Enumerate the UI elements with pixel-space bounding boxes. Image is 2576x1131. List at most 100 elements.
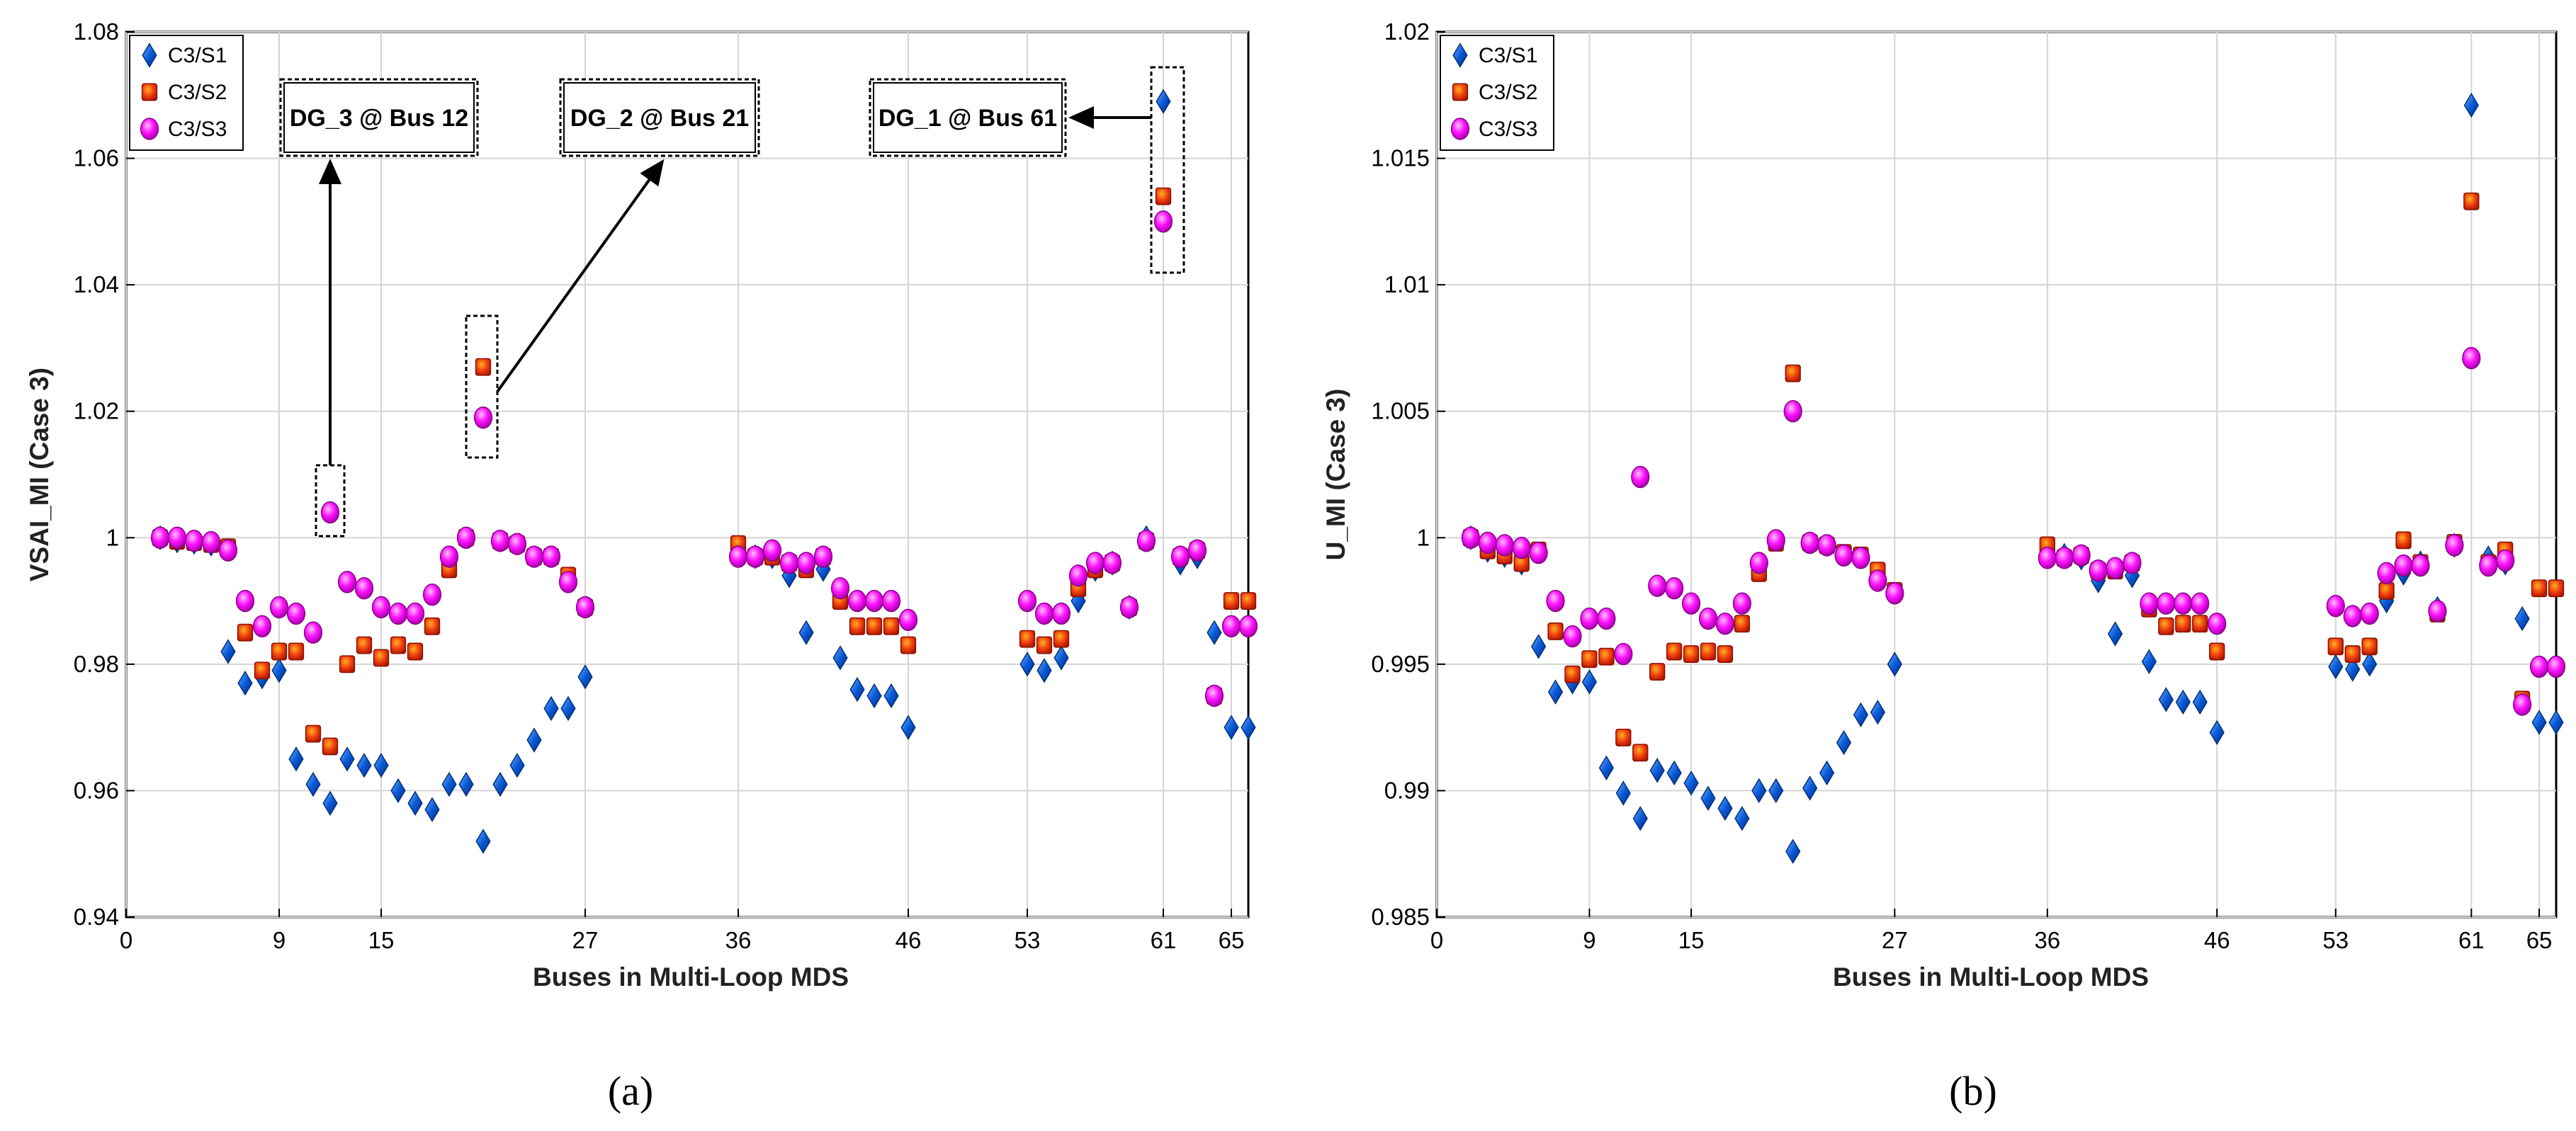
point-c3-s3-6 [1563,625,1582,648]
point-c3-s2-38 [1036,636,1053,654]
y-tick-label: 1.02 [1384,18,1430,45]
x-tick-label: 9 [273,927,286,953]
point-c3-s2-14 [390,636,407,654]
point-c3-s1-14 [1700,785,1716,811]
point-c3-s2-6 [254,661,271,680]
point-c3-s2-37 [2327,637,2344,656]
y-tick-label: 1 [1417,524,1430,550]
point-c3-s1-50 [2548,710,2564,735]
x-axis-label-a: Buses in Multi-Loop MDS [533,962,849,991]
point-c3-s3-39 [1051,602,1071,625]
x-tick-label: 27 [1882,927,1908,953]
point-c3-s2-37 [1019,630,1036,648]
point-c3-s3-40 [1068,564,1088,587]
point-c3-s3-28 [762,539,782,562]
point-c3-s3-8 [286,602,306,625]
point-c3-s2-8 [1598,647,1615,666]
point-c3-s2-33 [849,617,866,635]
point-c3-s1-16 [424,797,440,822]
point-c3-s2-50 [1240,592,1257,610]
point-c3-s1-18 [458,771,474,797]
point-c3-s2-36 [2209,642,2225,661]
point-c3-s2-5 [1547,622,1564,640]
point-c3-s3-39 [2360,602,2379,625]
x-axis-label-b: Buses in Multi-Loop MDS [1833,962,2149,991]
point-c3-s2-13 [373,649,390,667]
point-c3-s2-8 [288,642,305,661]
circle-marker-icon-2 [1450,118,1470,140]
point-c3-s1-45 [2463,92,2479,118]
point-c3-s3-37 [1017,589,1037,613]
point-c3-s1-25 [577,664,593,690]
point-c3-s3-18 [1766,529,1785,552]
plot-area-a [125,30,1250,919]
point-c3-s3-45 [1153,210,1173,233]
point-c3-s1-17 [1751,778,1767,804]
point-c3-s3-7 [269,596,289,619]
point-c3-s3-49 [1221,615,1241,637]
point-c3-s1-15 [1717,795,1733,822]
annotation-box-inner [873,82,1063,153]
point-c3-s1-35 [2192,689,2208,715]
point-c3-s1-34 [866,683,882,709]
x-ticks-b: 0 9 15 27 36 46 53 61 65 [1430,909,2552,953]
dg-annotations-a: DG_3 @ Bus 12 DG_2 @ Bus 21 DG_1 @ Bus 61 [279,66,1185,538]
point-c3-s2-49 [2531,579,2548,598]
point-c3-s3-8 [1597,607,1616,630]
point-c3-s3-0 [1461,526,1480,549]
y-tick-label: 1.08 [74,18,119,45]
point-c3-s3-5 [1546,589,1565,613]
point-c3-s1-12 [356,753,372,778]
legend-label: C3/S3 [168,118,227,141]
point-c3-s3-24 [558,571,578,593]
point-c3-s1-20 [1802,775,1818,801]
point-c3-s3-4 [218,539,238,562]
point-c3-s1-16 [1734,806,1750,831]
chart-panel-b: 0.985 0.99 0.995 1 1.005 1.01 1.015 1.02 0 9 15 27… [1321,18,2566,1114]
point-c3-s1-37 [2328,654,2344,680]
point-c3-s3-43 [1119,596,1139,619]
point-c3-s3-48 [2513,693,2532,716]
x-tick-label: 65 [1219,927,1245,953]
point-c3-s2-35 [883,617,900,635]
point-c3-s2-12 [1666,642,1683,661]
x-tick-label: 53 [1015,927,1041,953]
y-tick-label: 1 [106,524,119,550]
point-c3-s3-27 [2055,547,2074,569]
point-c3-s3-44 [2445,534,2464,557]
point-c3-s3-37 [2326,595,2345,618]
point-c3-s1-30 [798,620,814,645]
legend-label: C3/S2 [1479,81,1537,104]
point-c3-s1-15 [407,790,423,816]
point-c3-s3-33 [2157,592,2176,615]
point-c3-s3-12 [354,577,374,600]
legend-label: C3/S2 [168,81,227,104]
point-c3-s3-30 [2106,557,2125,579]
y-tick-label: 0.94 [74,904,119,930]
x-tick-label: 46 [896,927,922,953]
panel-label-a: (a) [608,1068,653,1114]
point-c3-s1-24 [560,695,576,722]
point-c3-s3-13 [1681,592,1701,615]
point-c3-s3-24 [1868,569,1887,592]
legend-label: C3/S1 [168,44,227,67]
point-c3-s2-49 [1223,592,1240,610]
y-tick-label: 0.985 [1371,904,1430,930]
point-c3-s2-11 [339,655,356,674]
point-c3-s1-25 [1887,652,1902,677]
point-c3-s3-19 [473,406,493,429]
square-marker-icon-1 [1452,83,1469,101]
point-c3-s3-28 [2072,544,2091,567]
point-c3-s2-45 [1155,187,1172,205]
point-c3-s2-11 [1649,663,1666,681]
x-tick-label: 15 [368,927,395,953]
point-c3-s3-38 [2343,605,2362,627]
point-c3-s1-49 [1224,715,1239,740]
point-c3-s3-17 [439,545,459,568]
legend-label: C3/S1 [1479,44,1537,67]
point-c3-s1-38 [1036,658,1052,683]
point-c3-s2-16 [1734,615,1751,633]
point-c3-s3-36 [898,608,918,632]
point-c3-s1-19 [475,829,491,854]
point-c3-s2-7 [271,642,288,661]
